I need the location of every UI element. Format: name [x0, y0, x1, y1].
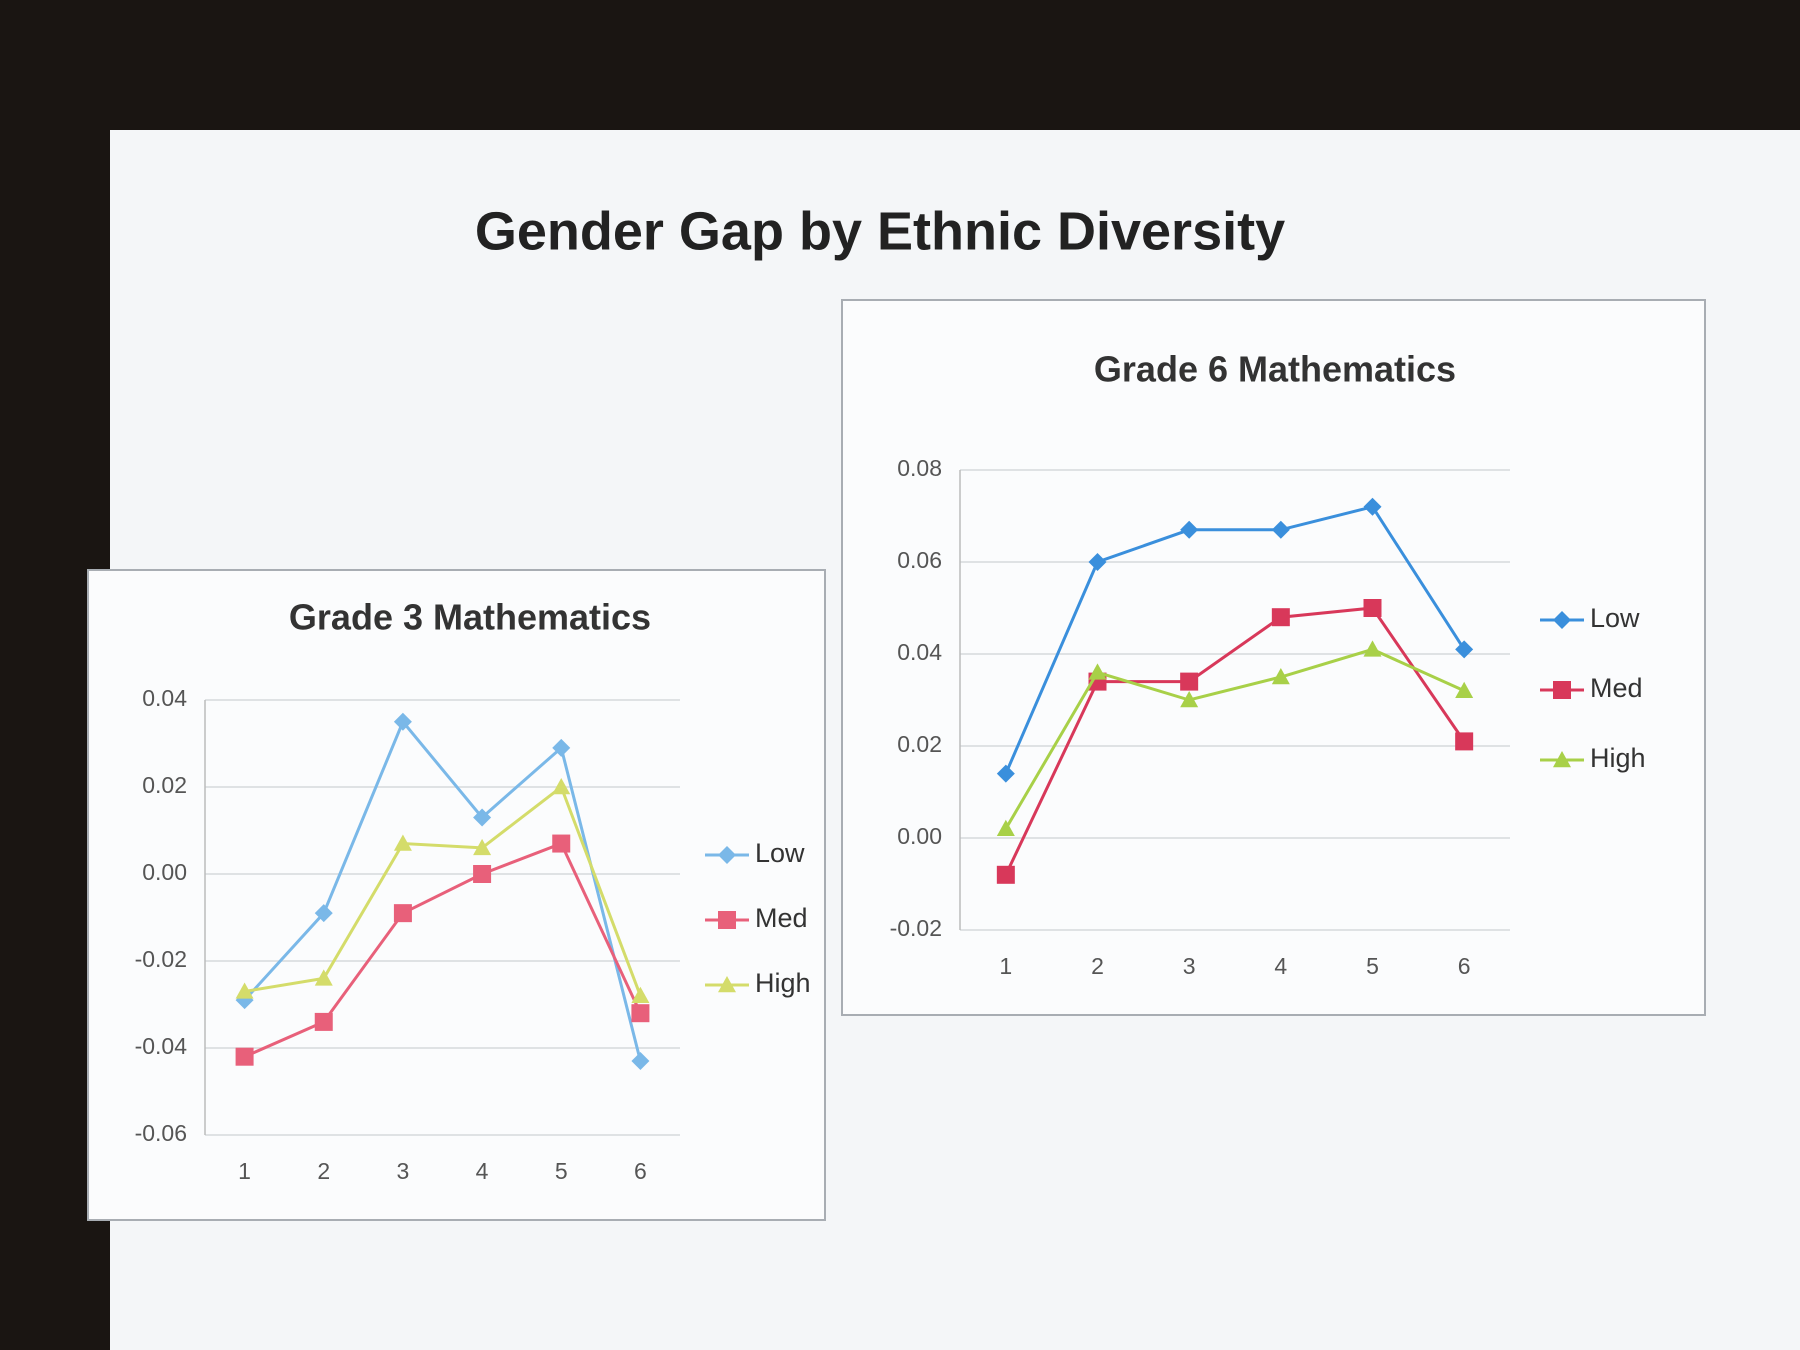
legend-marker	[718, 846, 736, 864]
chart-frame	[87, 569, 826, 1221]
legend-label: High	[1590, 743, 1646, 773]
legend-label: High	[755, 968, 811, 998]
y-tick-label: 0.00	[142, 859, 187, 885]
marker	[1455, 732, 1474, 751]
marker	[314, 1012, 333, 1031]
marker	[1180, 520, 1199, 539]
chart-title: Grade 6 Mathematics	[1094, 349, 1456, 390]
x-tick-label: 2	[317, 1158, 330, 1184]
marker	[552, 834, 571, 853]
y-tick-label: -0.06	[135, 1120, 187, 1146]
chart-frame	[841, 299, 1706, 1016]
marker	[393, 712, 412, 731]
series-line	[1004, 647, 1465, 830]
x-tick-label: 3	[397, 1158, 410, 1184]
series-line	[243, 718, 642, 1062]
slide-title: Gender Gap by Ethnic Diversity	[475, 201, 1285, 261]
x-tick-label: 2	[1091, 953, 1104, 979]
marker	[631, 986, 650, 1003]
y-tick-label: 0.06	[897, 547, 942, 573]
x-tick-label: 5	[1366, 953, 1379, 979]
marker	[235, 982, 254, 999]
marker	[1088, 553, 1107, 571]
legend-marker	[1553, 751, 1571, 768]
marker	[314, 904, 333, 923]
series-line	[1004, 606, 1466, 876]
y-tick-label: 0.08	[897, 455, 942, 481]
y-tick-label: 0.04	[142, 685, 187, 711]
x-tick-label: 4	[476, 1158, 489, 1184]
marker	[996, 819, 1015, 836]
marker	[1088, 663, 1107, 680]
x-tick-label: 1	[999, 953, 1012, 979]
y-tick-label: -0.02	[135, 946, 187, 972]
legend-label: Low	[1590, 603, 1640, 633]
marker	[393, 834, 412, 851]
y-tick-label: 0.04	[897, 639, 942, 665]
marker	[1271, 668, 1290, 685]
legend-marker	[718, 911, 736, 929]
x-tick-label: 1	[238, 1158, 251, 1184]
marker	[1455, 640, 1474, 659]
x-tick-label: 4	[1274, 953, 1287, 979]
marker	[996, 764, 1015, 783]
marker	[393, 904, 412, 923]
marker	[1455, 681, 1474, 698]
x-tick-label: 6	[634, 1158, 647, 1184]
marker	[235, 1047, 254, 1066]
series-line	[244, 784, 642, 997]
x-tick-label: 6	[1458, 953, 1471, 979]
marker	[996, 865, 1015, 884]
legend-label: Med	[755, 903, 808, 933]
marker	[473, 838, 492, 856]
y-tick-label: 0.02	[142, 772, 187, 798]
marker	[552, 738, 571, 757]
marker	[1363, 599, 1382, 617]
marker	[1180, 691, 1199, 708]
legend-label: Med	[1590, 673, 1643, 703]
legend-marker	[718, 976, 736, 993]
marker	[1363, 640, 1382, 657]
marker	[631, 1052, 650, 1071]
marker	[473, 865, 492, 883]
marker	[631, 1004, 650, 1023]
marker	[1271, 608, 1290, 627]
y-tick-label: 0.02	[897, 731, 942, 757]
y-tick-label: -0.04	[135, 1033, 188, 1059]
marker	[552, 778, 571, 795]
marker	[473, 808, 492, 827]
legend-marker	[1553, 611, 1571, 629]
marker	[1271, 520, 1290, 539]
marker	[314, 969, 333, 986]
series-line	[243, 841, 642, 1059]
legend-marker	[1553, 681, 1571, 699]
marker	[1363, 497, 1382, 516]
x-tick-label: 5	[555, 1158, 568, 1184]
chart-title: Grade 3 Mathematics	[289, 597, 651, 638]
marker	[1180, 672, 1199, 691]
x-tick-label: 3	[1183, 953, 1196, 979]
legend-label: Low	[755, 838, 805, 868]
y-tick-label: -0.02	[890, 915, 942, 941]
series-line	[1004, 505, 1466, 775]
y-tick-label: 0.00	[897, 823, 942, 849]
